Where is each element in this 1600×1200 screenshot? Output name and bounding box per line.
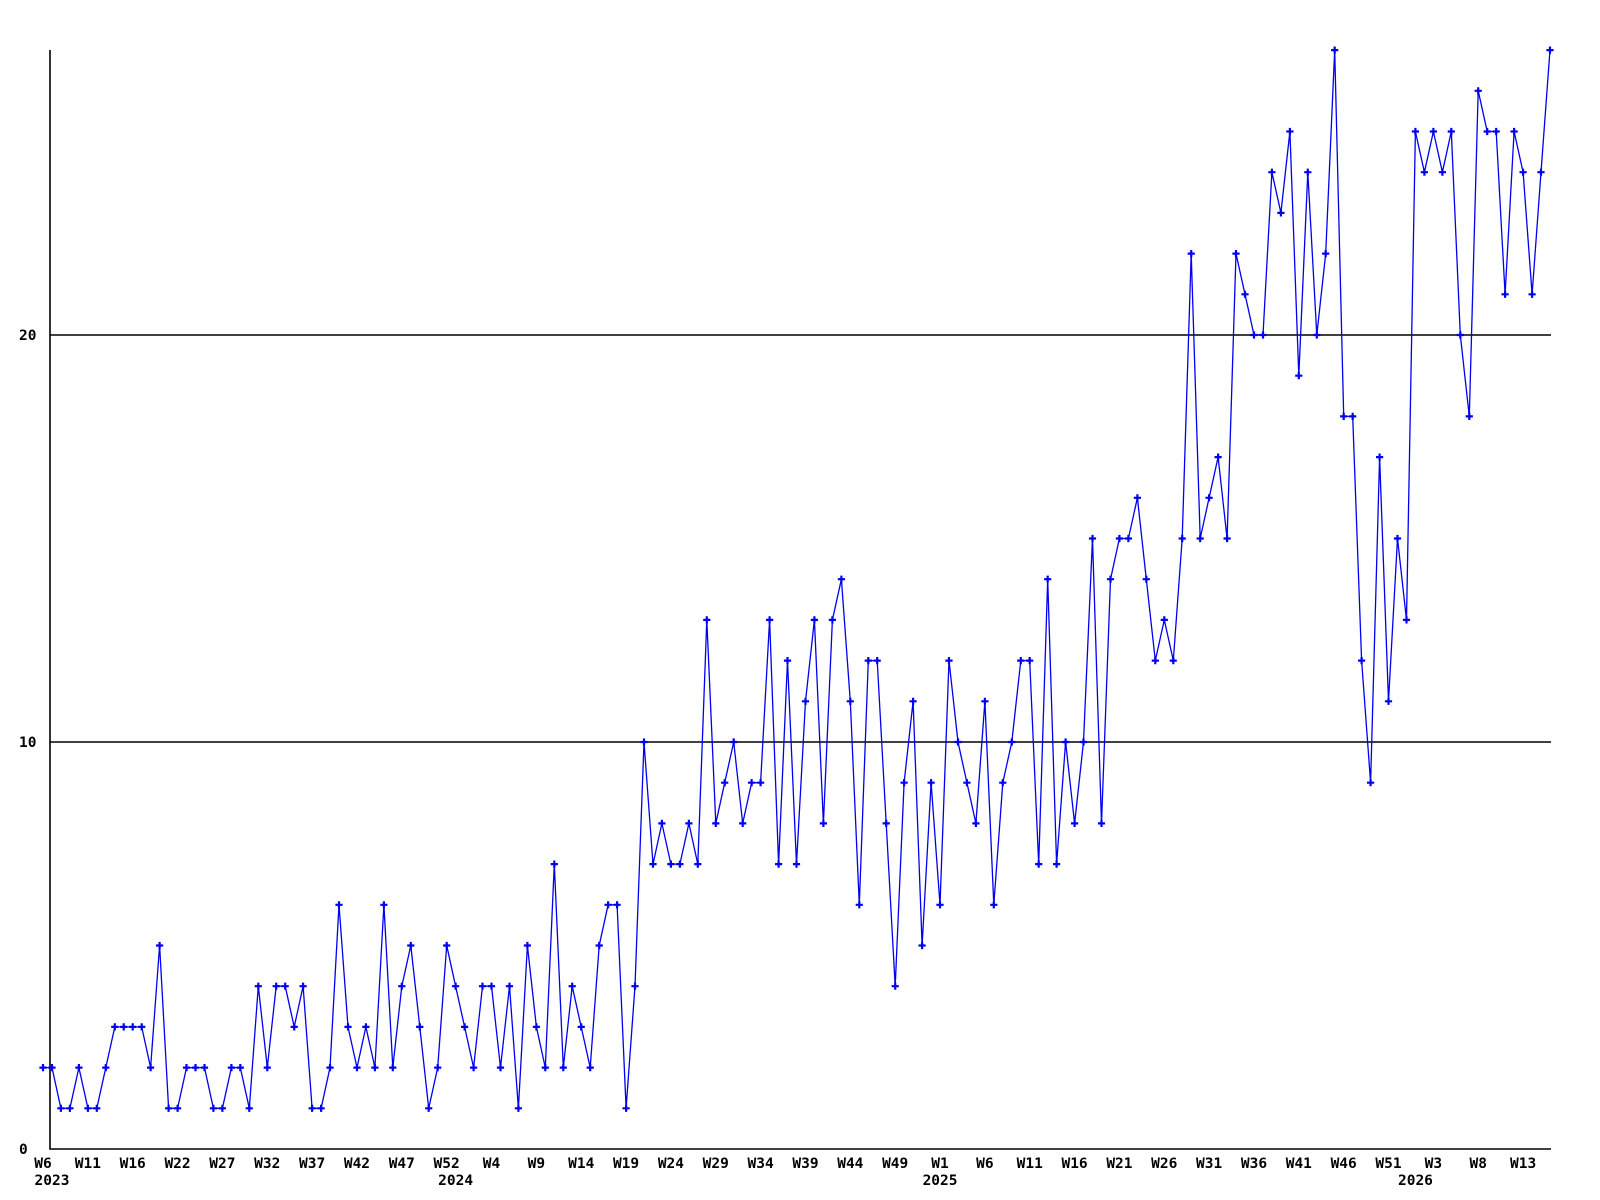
x-tick-label: W37 [299,1156,325,1172]
x-tick-label: W31 [1196,1156,1222,1172]
year-label: 2025 [923,1173,958,1189]
x-tick-label: W3 [1425,1156,1442,1172]
year-label: 2026 [1398,1173,1433,1189]
x-tick-label: W22 [164,1156,190,1172]
x-tick-label: W11 [75,1156,101,1172]
x-tick-label: W16 [120,1156,146,1172]
x-tick-label: W44 [837,1156,863,1172]
x-tick-label: W27 [209,1156,235,1172]
x-tick-label: W6 [976,1156,993,1172]
x-tick-label: W51 [1375,1156,1401,1172]
y-tick-label: 0 [19,1142,28,1158]
x-tick-label: W49 [882,1156,908,1172]
x-tick-label: W34 [748,1156,774,1172]
x-tick-label: W11 [1017,1156,1043,1172]
x-tick-label: W1 [931,1156,949,1172]
x-tick-label: W46 [1331,1156,1357,1172]
x-tick-label: W13 [1510,1156,1536,1172]
x-tick-label: W52 [434,1156,460,1172]
x-tick-label: W36 [1241,1156,1267,1172]
x-tick-label: W39 [792,1156,818,1172]
x-tick-label: W29 [703,1156,729,1172]
x-tick-label: W21 [1106,1156,1132,1172]
x-tick-label: W4 [483,1156,501,1172]
year-label: 2024 [438,1173,473,1189]
y-tick-label: 20 [19,328,36,344]
axis-lines [49,50,1551,1150]
x-tick-label: W16 [1061,1156,1087,1172]
x-tick-label: W41 [1286,1156,1312,1172]
x-tick-label: W47 [389,1156,415,1172]
data-line [43,50,1551,1109]
data-point-markers [39,46,1554,1112]
x-tick-label: W19 [613,1156,639,1172]
year-label: 2023 [35,1173,70,1189]
x-tick-label: W42 [344,1156,370,1172]
x-tick-label: W14 [568,1156,594,1172]
x-tick-label: W32 [254,1156,280,1172]
x-tick-label: W8 [1470,1156,1487,1172]
x-tick-label: W9 [528,1156,545,1172]
x-tick-label: W24 [658,1156,684,1172]
x-tick-label: W6 [34,1156,51,1172]
x-tick-label: W26 [1151,1156,1177,1172]
y-tick-label: 10 [19,735,36,751]
